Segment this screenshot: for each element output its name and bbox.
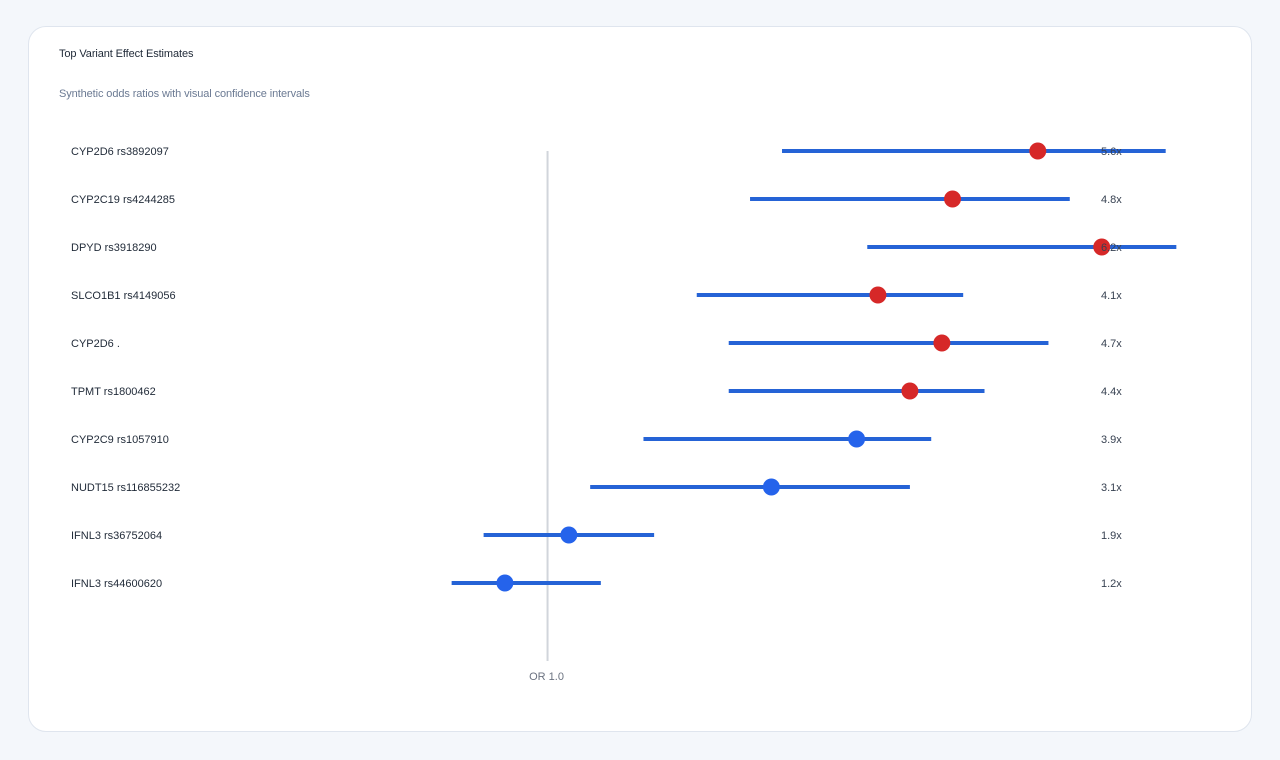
estimate-point bbox=[944, 190, 962, 208]
value-label: 4.7x bbox=[1101, 338, 1122, 350]
estimate-point bbox=[762, 478, 780, 496]
row-label: CYP2C19 rs4244285 bbox=[71, 194, 175, 206]
forest-row: IFNL3 rs44600620 1.2x bbox=[71, 574, 1122, 592]
estimate-point bbox=[869, 286, 887, 304]
forest-row: SLCO1B1 rs4149056 4.1x bbox=[71, 286, 1122, 304]
estimate-point bbox=[1029, 142, 1047, 160]
estimate-point bbox=[933, 334, 951, 352]
estimate-point bbox=[496, 574, 514, 592]
value-label: 5.6x bbox=[1101, 146, 1122, 158]
forest-row: NUDT15 rs116855232 3.1x bbox=[71, 478, 1122, 496]
forest-row: CYP2D6 . 4.7x bbox=[71, 334, 1122, 352]
value-label: 4.4x bbox=[1101, 386, 1122, 398]
value-label: 4.1x bbox=[1101, 290, 1122, 302]
row-label: IFNL3 rs36752064 bbox=[71, 530, 162, 542]
row-label: CYP2D6 . bbox=[71, 338, 120, 350]
forest-row: CYP2C9 rs1057910 3.9x bbox=[71, 430, 1122, 448]
value-label: 1.2x bbox=[1101, 578, 1122, 590]
row-label: NUDT15 rs116855232 bbox=[71, 482, 180, 494]
row-label: CYP2D6 rs3892097 bbox=[71, 146, 169, 158]
estimate-point bbox=[560, 526, 578, 544]
value-label: 3.9x bbox=[1101, 434, 1122, 446]
estimate-point bbox=[848, 430, 866, 448]
forest-row: IFNL3 rs36752064 1.9x bbox=[71, 526, 1122, 544]
estimate-point bbox=[1093, 238, 1111, 256]
value-label: 1.9x bbox=[1101, 530, 1122, 542]
forest-row: TPMT rs1800462 4.4x bbox=[71, 382, 1122, 400]
value-label: 3.1x bbox=[1101, 482, 1122, 494]
row-label: SLCO1B1 rs4149056 bbox=[71, 290, 176, 302]
value-label: 4.8x bbox=[1101, 194, 1122, 206]
chart-title: Top Variant Effect Estimates bbox=[59, 48, 194, 60]
row-label: IFNL3 rs44600620 bbox=[71, 578, 162, 590]
row-label: TPMT rs1800462 bbox=[71, 386, 156, 398]
forest-row: CYP2C19 rs4244285 4.8x bbox=[71, 190, 1122, 208]
estimate-point bbox=[901, 382, 919, 400]
reference-label: OR 1.0 bbox=[529, 671, 564, 683]
chart-subtitle: Synthetic odds ratios with visual confid… bbox=[59, 88, 310, 100]
row-label: CYP2C9 rs1057910 bbox=[71, 434, 169, 446]
forest-row: CYP2D6 rs3892097 5.6x bbox=[71, 142, 1166, 160]
value-label: 6.2x bbox=[1101, 242, 1122, 254]
forest-row: DPYD rs3918290 6.2x bbox=[71, 238, 1177, 256]
chart-card: Top Variant Effect Estimates Synthetic o… bbox=[28, 26, 1252, 732]
forest-plot: OR 1.0 CYP2D6 rs3892097 5.6x CYP2C19 rs4244… bbox=[71, 142, 1177, 683]
row-label: DPYD rs3918290 bbox=[71, 242, 157, 254]
